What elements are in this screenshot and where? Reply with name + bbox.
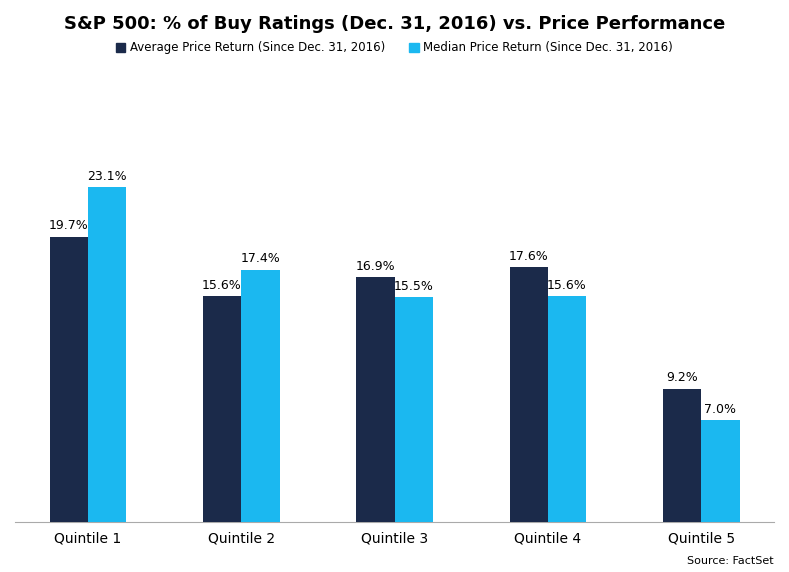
Bar bbox=[88, 187, 126, 522]
Bar bbox=[241, 270, 279, 522]
Text: 23.1%: 23.1% bbox=[88, 170, 127, 183]
Bar bbox=[548, 296, 586, 522]
Text: 15.5%: 15.5% bbox=[394, 280, 434, 293]
Bar bbox=[50, 236, 88, 522]
Text: 15.6%: 15.6% bbox=[547, 279, 587, 292]
Text: 9.2%: 9.2% bbox=[666, 371, 698, 384]
Legend: Average Price Return (Since Dec. 31, 2016), Median Price Return (Since Dec. 31, : Average Price Return (Since Dec. 31, 201… bbox=[111, 37, 678, 59]
Bar bbox=[510, 267, 548, 522]
Text: 16.9%: 16.9% bbox=[356, 260, 395, 273]
Title: S&P 500: % of Buy Ratings (Dec. 31, 2016) vs. Price Performance: S&P 500: % of Buy Ratings (Dec. 31, 2016… bbox=[64, 15, 725, 33]
Bar bbox=[663, 388, 701, 522]
Text: Source: FactSet: Source: FactSet bbox=[686, 557, 773, 566]
Text: 17.4%: 17.4% bbox=[241, 252, 280, 265]
Text: 7.0%: 7.0% bbox=[705, 403, 736, 416]
Bar bbox=[701, 420, 739, 522]
Text: 19.7%: 19.7% bbox=[49, 219, 88, 232]
Text: 17.6%: 17.6% bbox=[509, 249, 548, 263]
Text: 15.6%: 15.6% bbox=[202, 279, 242, 292]
Bar bbox=[203, 296, 241, 522]
Bar bbox=[356, 277, 394, 522]
Bar bbox=[394, 297, 433, 522]
